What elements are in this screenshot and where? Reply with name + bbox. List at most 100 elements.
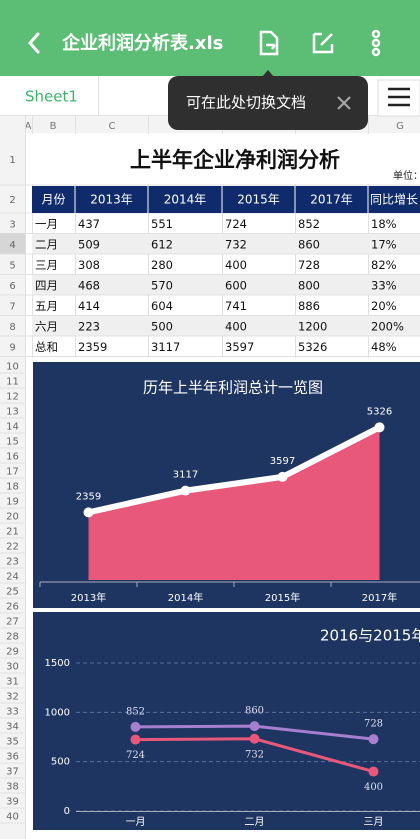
point bbox=[249, 721, 260, 732]
sheet-tab[interactable]: Sheet1 bbox=[25, 88, 78, 106]
tooltip-text: 可在此处切换文档 bbox=[186, 94, 306, 112]
row-number: 29 bbox=[6, 647, 19, 658]
table-cell: 437 bbox=[78, 217, 100, 231]
table-cell: 551 bbox=[151, 217, 173, 231]
value-label: 2359 bbox=[76, 491, 101, 502]
row-number: 21 bbox=[6, 527, 19, 538]
row-number: 2 bbox=[9, 195, 15, 206]
row-number: 32 bbox=[6, 692, 19, 703]
point bbox=[277, 471, 288, 482]
tooltip: 可在此处切换文档 bbox=[168, 70, 368, 130]
table-cell: 3117 bbox=[151, 340, 180, 354]
value-label: 860 bbox=[245, 706, 264, 717]
row-number: 14 bbox=[6, 422, 19, 433]
table-cell: 223 bbox=[78, 319, 100, 333]
table-cell: 732 bbox=[225, 237, 247, 251]
row-number: 11 bbox=[6, 377, 19, 388]
table-cell: 5326 bbox=[298, 340, 327, 354]
row-number: 38 bbox=[6, 782, 19, 793]
x-tick-label: 一月 bbox=[126, 816, 146, 828]
value-label: 3597 bbox=[270, 456, 295, 467]
menu-icon bbox=[388, 87, 410, 107]
x-tick-label: 2014年 bbox=[168, 591, 203, 604]
row-number: 25 bbox=[6, 587, 19, 598]
chart-title: 2016与2015年 bbox=[320, 627, 420, 645]
table-cell: 18% bbox=[371, 217, 397, 231]
table-cell: 612 bbox=[151, 237, 173, 251]
point bbox=[368, 766, 379, 777]
table-cell: 500 bbox=[151, 319, 173, 333]
row-number: 13 bbox=[6, 407, 19, 418]
tooltip-close[interactable] bbox=[337, 96, 351, 110]
table-cell: 总和 bbox=[35, 340, 58, 354]
row-number: 37 bbox=[6, 767, 19, 778]
point bbox=[130, 721, 141, 732]
row-number: 26 bbox=[6, 602, 19, 613]
row-number: 8 bbox=[9, 322, 15, 333]
table-cell: 2359 bbox=[78, 340, 107, 354]
table-cell: 二月 bbox=[35, 237, 58, 251]
row-number: 10 bbox=[6, 362, 19, 373]
y-tick-label: 1000 bbox=[45, 707, 70, 718]
value-label: 400 bbox=[364, 782, 383, 793]
table-header-row bbox=[32, 186, 420, 213]
table-header-cell: 月份 bbox=[41, 193, 65, 207]
column-letter: C bbox=[109, 121, 116, 132]
table-cell: 741 bbox=[225, 299, 247, 313]
row-number: 18 bbox=[6, 482, 19, 493]
table-cell: 48% bbox=[371, 340, 397, 354]
table-cell: 33% bbox=[371, 278, 397, 292]
row-number: 3 bbox=[9, 219, 15, 230]
row-number: 24 bbox=[6, 572, 19, 583]
app-bar bbox=[0, 0, 420, 76]
row-number: 36 bbox=[6, 752, 19, 763]
table-cell: 20% bbox=[371, 299, 397, 313]
table-cell: 509 bbox=[78, 237, 100, 251]
row-number: 40 bbox=[6, 812, 19, 823]
table-cell: 400 bbox=[225, 319, 247, 333]
column-letter: A bbox=[25, 121, 32, 132]
table-cell: 200% bbox=[371, 319, 404, 333]
table-row-shade bbox=[32, 234, 420, 254]
table-cell: 852 bbox=[298, 217, 320, 231]
unit-label: 单位： bbox=[393, 169, 420, 182]
row-number: 12 bbox=[6, 392, 19, 403]
table-cell: 570 bbox=[151, 278, 173, 292]
table-cell: 1200 bbox=[298, 319, 327, 333]
row-number: 4 bbox=[9, 240, 15, 251]
table-cell: 三月 bbox=[35, 258, 58, 272]
y-tick-label: 0 bbox=[64, 806, 70, 817]
row-number: 22 bbox=[6, 542, 19, 553]
row-number: 1 bbox=[9, 155, 15, 166]
x-tick-label: 二月 bbox=[245, 816, 265, 828]
table-cell: 308 bbox=[78, 258, 100, 272]
table-cell: 82% bbox=[371, 258, 397, 272]
table-cell: 3597 bbox=[225, 340, 254, 354]
table-cell: 724 bbox=[225, 217, 247, 231]
table-cell: 一月 bbox=[35, 217, 58, 231]
switch-document-button[interactable] bbox=[259, 30, 279, 56]
table-cell: 468 bbox=[78, 278, 100, 292]
table-header-cell: 2017年 bbox=[310, 193, 353, 207]
y-tick-label: 1500 bbox=[45, 658, 70, 669]
point bbox=[249, 733, 260, 744]
point bbox=[374, 422, 385, 433]
table-cell: 五月 bbox=[35, 299, 58, 313]
back-button[interactable] bbox=[27, 32, 40, 54]
table-header-cell: 2013年 bbox=[90, 193, 133, 207]
row-number: 30 bbox=[6, 662, 19, 673]
value-label: 724 bbox=[126, 750, 145, 761]
value-label: 3117 bbox=[173, 470, 198, 481]
x-tick-label: 2013年 bbox=[71, 591, 106, 604]
y-tick-label: 500 bbox=[51, 757, 70, 768]
row-number: 7 bbox=[9, 301, 15, 312]
x-tick-label: 2015年 bbox=[265, 591, 300, 604]
table-cell: 400 bbox=[225, 258, 247, 272]
more-button[interactable] bbox=[371, 29, 381, 57]
sheet-title: 上半年企业净利润分析 bbox=[130, 148, 340, 172]
value-label: 5326 bbox=[367, 406, 392, 417]
edit-button[interactable] bbox=[312, 32, 334, 54]
point bbox=[368, 734, 379, 745]
